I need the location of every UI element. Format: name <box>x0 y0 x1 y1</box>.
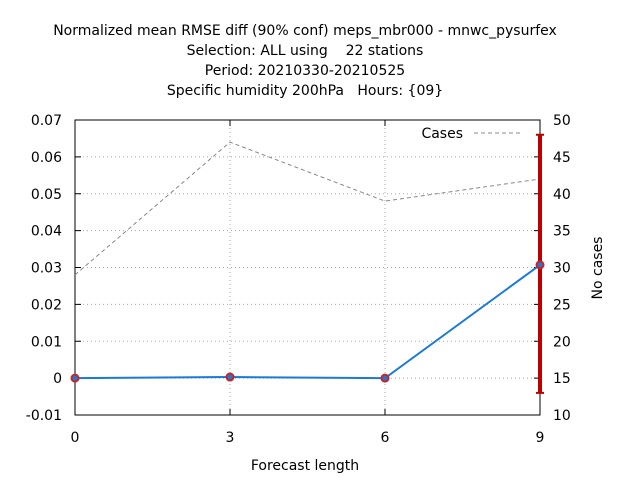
tick-labels: 0 3 6 9 -0.01 0 0.01 0.02 0.03 0.04 0.05 0.06 0.07 10… <box>26 113 571 446</box>
y2-tick-label: 45 <box>553 150 571 166</box>
y-tick-label: 0.04 <box>31 224 62 240</box>
title-line-2: Selection: ALL using 22 stations <box>187 43 424 59</box>
rmse-diff-series <box>70 260 545 383</box>
y2-tick-label: 50 <box>553 113 571 129</box>
y-tick-label: 0.06 <box>31 150 62 166</box>
y2-tick-label: 35 <box>553 224 571 240</box>
y-tick-label: 0.05 <box>31 187 62 203</box>
y2-tick-label: 20 <box>553 334 571 350</box>
y2-tick-label: 30 <box>553 261 571 277</box>
y-tick-label: 0.07 <box>31 113 62 129</box>
cases-series <box>74 141 541 276</box>
title-line-3: Period: 20210330-20210525 <box>205 63 405 79</box>
y-tick-label: 0 <box>53 371 62 387</box>
rmse-diff-point <box>537 262 543 268</box>
y2-tick-label: 15 <box>553 371 571 387</box>
y2-axis-label: No cases <box>590 237 606 300</box>
y-tick-label: 0.03 <box>31 261 62 277</box>
y2-tick-label: 40 <box>553 187 571 203</box>
x-tick-label: 0 <box>71 430 80 446</box>
x-tick-label: 9 <box>536 430 545 446</box>
y-tick-label: -0.01 <box>26 408 62 424</box>
y2-tick-label: 10 <box>553 408 571 424</box>
x-axis-label: Forecast length <box>251 458 359 474</box>
rmse-diff-point <box>72 375 78 381</box>
legend: Cases <box>421 126 520 142</box>
x-tick-label: 6 <box>381 430 390 446</box>
y2-tick-label: 25 <box>553 297 571 313</box>
rmse-diff-line <box>74 264 541 380</box>
title-line-1: Normalized mean RMSE diff (90% conf) mep… <box>53 23 557 39</box>
y-tick-label: 0.02 <box>31 297 62 313</box>
legend-label-cases: Cases <box>421 126 463 142</box>
y-tick-label: 0.01 <box>31 334 62 350</box>
cases-line <box>74 141 541 276</box>
grid <box>75 120 540 415</box>
title-line-4: Specific humidity 200hPa Hours: {09} <box>167 83 443 99</box>
chart-title: Normalized mean RMSE diff (90% conf) mep… <box>53 23 557 99</box>
rmse-diff-point <box>227 374 233 380</box>
rmse-diff-point <box>382 375 388 381</box>
x-tick-label: 3 <box>226 430 235 446</box>
